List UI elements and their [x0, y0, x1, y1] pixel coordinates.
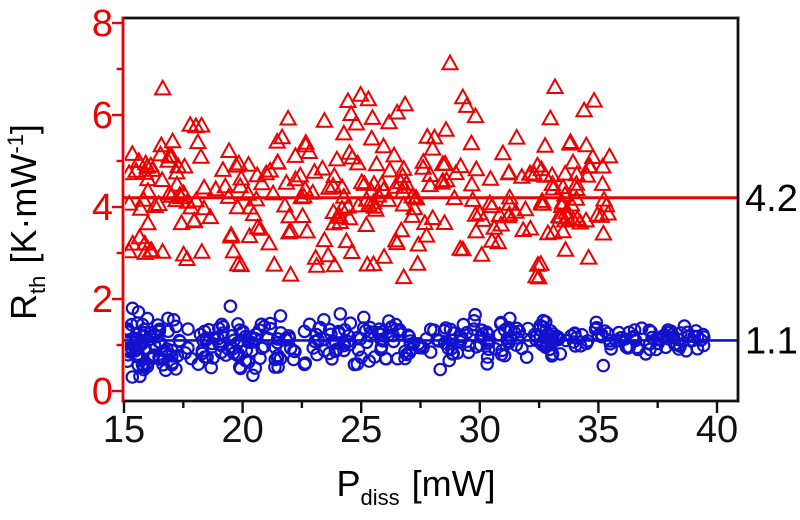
y-title-superscript: -1: [3, 134, 28, 154]
x-axis-ticks: [122, 401, 719, 413]
svg-text:40: 40: [696, 409, 738, 451]
y-axis-title: Rth [K·mW-1]: [3, 124, 50, 320]
y-title-subscript: th: [25, 275, 50, 294]
ref-label-1.1: 1.1: [745, 320, 798, 362]
svg-text:30: 30: [459, 409, 501, 451]
x-axis-title: Pdiss [mW]: [336, 466, 495, 509]
x-title-symbol: P: [336, 463, 361, 504]
svg-text:20: 20: [221, 409, 263, 451]
x-axis-tick-labels: 15 20 25 30 35 40: [103, 409, 738, 451]
svg-text:35: 35: [577, 409, 619, 451]
y-axis-tick-labels: 0 2 4 6 8: [92, 3, 113, 413]
x-title-subscript: diss: [360, 485, 400, 510]
svg-text:8: 8: [92, 3, 113, 45]
svg-text:15: 15: [103, 409, 145, 451]
plot-spines: [121, 16, 740, 403]
y-title-symbol: R: [3, 293, 44, 320]
y-title-units: [K·mW: [3, 153, 44, 264]
y-axis-ticks: [112, 21, 123, 393]
svg-text:0: 0: [92, 371, 113, 413]
svg-text:4: 4: [92, 187, 113, 229]
svg-text:6: 6: [92, 95, 113, 137]
series-rth-upper-triangles: [125, 53, 619, 285]
x-title-units: [mW]: [411, 463, 496, 504]
y-title-bracket: ]: [3, 124, 44, 135]
ref-label-4.2: 4.2: [745, 178, 798, 220]
svg-text:2: 2: [92, 279, 113, 321]
svg-text:25: 25: [340, 409, 382, 451]
